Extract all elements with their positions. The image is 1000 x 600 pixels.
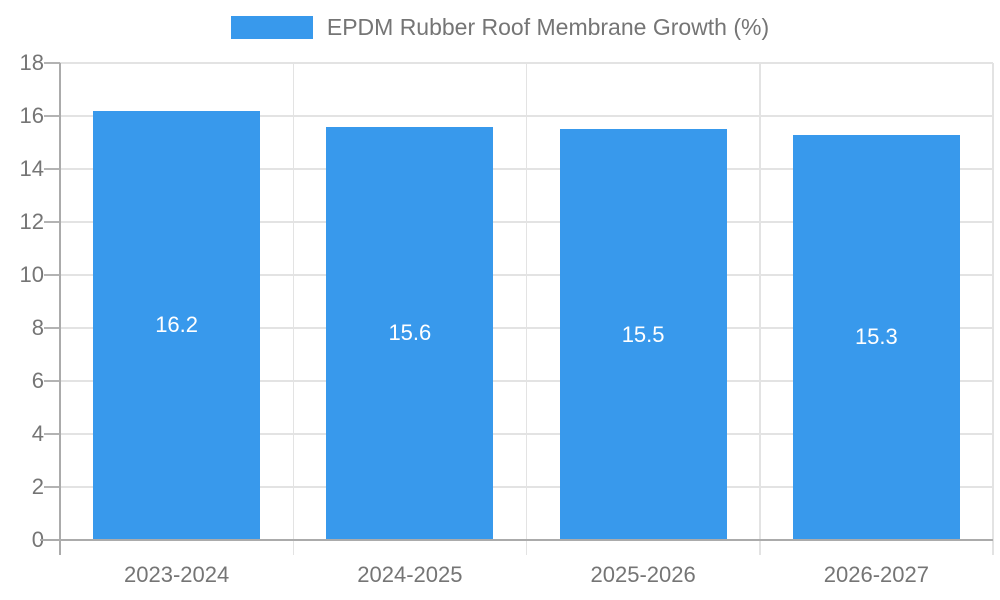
x-gridline: [759, 63, 761, 555]
y-axis-tick-label: 10: [19, 262, 44, 287]
y-axis-tick-label: 2: [31, 474, 44, 499]
y-axis-tick-label: 12: [19, 209, 44, 234]
y-axis-tick: [44, 115, 60, 117]
legend-swatch: [230, 16, 313, 40]
x-axis-tick-label: 2024-2025: [357, 562, 463, 587]
bar-2025-2026[interactable]: 15.5: [559, 129, 727, 540]
bar-value-label: 15.5: [621, 321, 665, 347]
x-gridline: [292, 63, 294, 555]
y-axis-tick-label: 14: [19, 156, 44, 181]
x-axis-line: [40, 539, 993, 541]
bar-2024-2025[interactable]: 15.6: [326, 126, 494, 540]
bar-2026-2027[interactable]: 15.3: [792, 134, 960, 540]
y-axis-tick-label: 6: [31, 368, 44, 393]
plot-area: 0 2 4 6 8 10 12 14 16 18 16.2 15.6 15.5 15.3 2023-2024…: [20, 52, 994, 586]
x-axis-tick-label: 2025-2026: [590, 562, 696, 587]
bar-2023-2024[interactable]: 16.2: [93, 110, 261, 540]
y-axis-tick: [44, 62, 60, 64]
y-axis-tick-label: 0: [31, 527, 44, 552]
chart-legend[interactable]: EPDM Rubber Roof Membrane Growth (%): [0, 14, 1000, 42]
bar-value-label: 15.3: [854, 324, 898, 350]
y-axis-tick-label: 16: [19, 103, 44, 128]
y-axis-tick: [44, 327, 60, 329]
y-axis-tick: [44, 380, 60, 382]
y-axis-tick: [44, 274, 60, 276]
y-axis-tick-label: 4: [31, 421, 44, 446]
y-axis-tick: [44, 221, 60, 223]
x-gridline: [525, 63, 528, 555]
x-axis-tick-label: 2026-2027: [823, 562, 929, 587]
bar-value-label: 16.2: [155, 312, 199, 338]
y-axis-tick: [44, 486, 60, 488]
y-axis-tick: [44, 433, 60, 435]
y-axis-tick-label: 8: [31, 315, 44, 340]
y-axis-tick-label: 18: [19, 50, 44, 75]
y-axis-line: [59, 63, 61, 555]
x-axis-tick-label: 2023-2024: [124, 562, 230, 587]
y-axis-tick: [44, 168, 60, 170]
legend-label: EPDM Rubber Roof Membrane Growth (%): [326, 14, 770, 40]
x-gridline: [992, 63, 994, 555]
bar-value-label: 15.6: [388, 320, 432, 346]
